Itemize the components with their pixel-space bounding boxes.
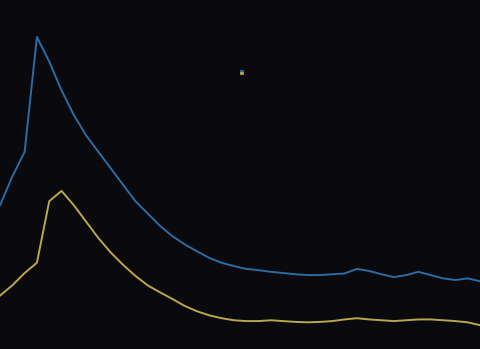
Legend: , : , xyxy=(240,70,242,73)
